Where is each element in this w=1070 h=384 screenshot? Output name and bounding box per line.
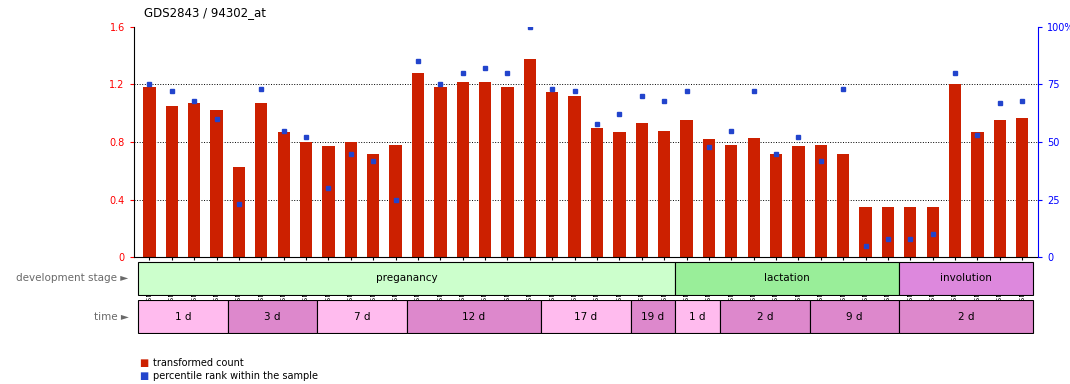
Text: 19 d: 19 d (641, 312, 664, 322)
Bar (389, 145, 401, 257)
Bar (138, 262, 675, 295)
Bar (658, 131, 670, 257)
Bar (720, 300, 810, 333)
Text: 3 d: 3 d (264, 312, 280, 322)
Bar (143, 88, 155, 257)
Bar (300, 142, 312, 257)
Text: time ►: time ► (93, 312, 128, 322)
Bar (792, 146, 805, 257)
Text: preganancy: preganancy (376, 273, 438, 283)
Bar (703, 139, 715, 257)
Bar (367, 154, 380, 257)
Text: ■: ■ (139, 371, 149, 381)
Bar (345, 142, 357, 257)
Bar (613, 132, 626, 257)
Bar (725, 145, 737, 257)
Bar (457, 81, 469, 257)
Bar (322, 146, 335, 257)
Bar (904, 207, 917, 257)
Bar (972, 132, 983, 257)
Bar (814, 145, 827, 257)
Bar (277, 132, 290, 257)
Text: 12 d: 12 d (462, 312, 486, 322)
Bar (994, 121, 1006, 257)
Bar (318, 300, 407, 333)
Bar (166, 106, 178, 257)
Bar (211, 111, 223, 257)
Bar (188, 103, 200, 257)
Text: GDS2843 / 94302_at: GDS2843 / 94302_at (144, 6, 266, 19)
Text: lactation: lactation (764, 273, 810, 283)
Text: 9 d: 9 d (846, 312, 862, 322)
Bar (837, 154, 850, 257)
Text: transformed count: transformed count (153, 358, 244, 368)
Bar (810, 300, 899, 333)
Bar (568, 96, 581, 257)
Bar (630, 300, 675, 333)
Bar (407, 300, 541, 333)
Bar (228, 300, 318, 333)
Text: involution: involution (941, 273, 992, 283)
Text: percentile rank within the sample: percentile rank within the sample (153, 371, 318, 381)
Bar (927, 207, 938, 257)
Bar (675, 262, 899, 295)
Bar (233, 167, 245, 257)
Bar (899, 300, 1034, 333)
Bar (675, 300, 720, 333)
Bar (899, 262, 1034, 295)
Bar (636, 123, 648, 257)
Text: 2 d: 2 d (756, 312, 774, 322)
Bar (479, 81, 491, 257)
Text: 17 d: 17 d (575, 312, 597, 322)
Text: ■: ■ (139, 358, 149, 368)
Bar (541, 300, 630, 333)
Bar (138, 300, 228, 333)
Text: 1 d: 1 d (689, 312, 706, 322)
Bar (255, 103, 268, 257)
Bar (523, 59, 536, 257)
Bar (412, 73, 424, 257)
Bar (882, 207, 895, 257)
Bar (748, 138, 760, 257)
Text: 1 d: 1 d (174, 312, 192, 322)
Bar (591, 127, 603, 257)
Bar (949, 84, 961, 257)
Text: 7 d: 7 d (354, 312, 370, 322)
Bar (681, 121, 692, 257)
Bar (770, 154, 782, 257)
Text: development stage ►: development stage ► (16, 273, 128, 283)
Bar (859, 207, 872, 257)
Text: 2 d: 2 d (958, 312, 975, 322)
Bar (502, 88, 514, 257)
Bar (546, 92, 559, 257)
Bar (1016, 118, 1028, 257)
Bar (434, 88, 446, 257)
